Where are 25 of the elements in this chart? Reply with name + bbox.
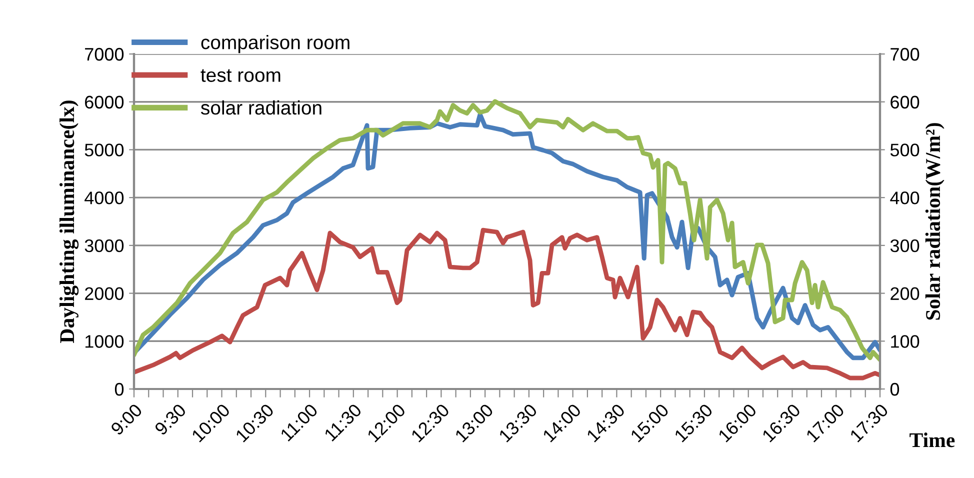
x-tick-label: 9:30: [154, 403, 187, 436]
x-axis-title: Time: [910, 432, 955, 448]
y-tick-label: 7000: [85, 48, 124, 61]
legend-label: solar radiation: [200, 100, 322, 115]
y-tick-label: 3000: [84, 239, 124, 252]
y2-tick-label: 0: [890, 382, 900, 396]
y-tick-label: 5000: [84, 144, 124, 156]
legend-label: test room: [200, 69, 280, 82]
y2-tick-label: 500: [890, 144, 920, 156]
y2-tick-label: 600: [890, 96, 920, 109]
y-tick-label: 2000: [85, 287, 124, 300]
y2-tick-label: 700: [890, 48, 920, 61]
y2-tick-label: 300: [890, 239, 920, 252]
legend-label: comparison room: [201, 34, 350, 54]
line-series: [134, 228, 880, 380]
y2-axis-title: Solar radiation(W/m²): [925, 123, 944, 320]
y2-tick-label: 200: [890, 287, 920, 300]
y-tick-label: 6000: [85, 96, 124, 109]
y-axis-title: Daylighting illuminance(lx): [60, 100, 79, 343]
y2-tick-label: 400: [890, 192, 920, 204]
y-tick-label: 4000: [84, 192, 124, 204]
x-tick-label: 9:00: [110, 403, 143, 436]
y-tick-label: 0: [114, 382, 124, 396]
y-tick-label: 1000: [85, 335, 124, 348]
y2-tick-label: 100: [891, 335, 920, 348]
